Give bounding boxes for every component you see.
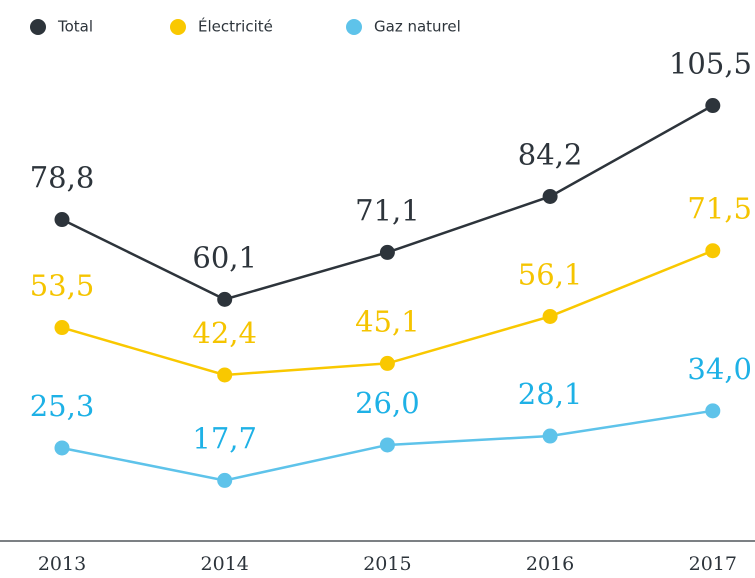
data-label: 45,1 (355, 304, 420, 338)
data-point (705, 403, 721, 419)
data-point (379, 437, 395, 453)
data-label: 71,5 (687, 192, 752, 226)
data-point (217, 472, 233, 488)
data-point (542, 308, 558, 324)
data-label: 28,1 (518, 377, 583, 411)
x-tick-label: 2014 (201, 553, 249, 575)
data-point (542, 428, 558, 444)
data-point (217, 367, 233, 383)
data-label: 34,0 (687, 352, 752, 386)
data-label: 56,1 (518, 257, 583, 291)
legend-marker (30, 19, 46, 35)
legend-label: Total (57, 18, 93, 36)
data-label: 17,7 (192, 421, 257, 455)
legend-label: Gaz naturel (374, 18, 461, 36)
data-label: 105,5 (669, 47, 752, 81)
data-point (54, 440, 70, 456)
data-point (705, 98, 721, 114)
data-label: 78,8 (30, 161, 95, 195)
x-tick-label: 2013 (38, 553, 86, 575)
data-label: 60,1 (192, 240, 257, 274)
data-point (379, 244, 395, 260)
data-point (54, 320, 70, 336)
data-label: 84,2 (518, 137, 583, 171)
legend-marker (346, 19, 362, 35)
data-point (217, 291, 233, 307)
data-label: 53,5 (30, 269, 95, 303)
data-label: 26,0 (355, 386, 420, 420)
data-label: 71,1 (355, 193, 420, 227)
x-tick-label: 2015 (363, 553, 411, 575)
data-label: 25,3 (30, 389, 95, 423)
data-label: 42,4 (192, 316, 257, 350)
data-point (705, 243, 721, 259)
data-point (54, 212, 70, 228)
data-point (542, 188, 558, 204)
legend-label: Électricité (198, 17, 273, 36)
data-point (379, 355, 395, 371)
x-tick-label: 2016 (526, 553, 574, 575)
x-tick-label: 2017 (689, 553, 737, 575)
legend-marker (170, 19, 186, 35)
